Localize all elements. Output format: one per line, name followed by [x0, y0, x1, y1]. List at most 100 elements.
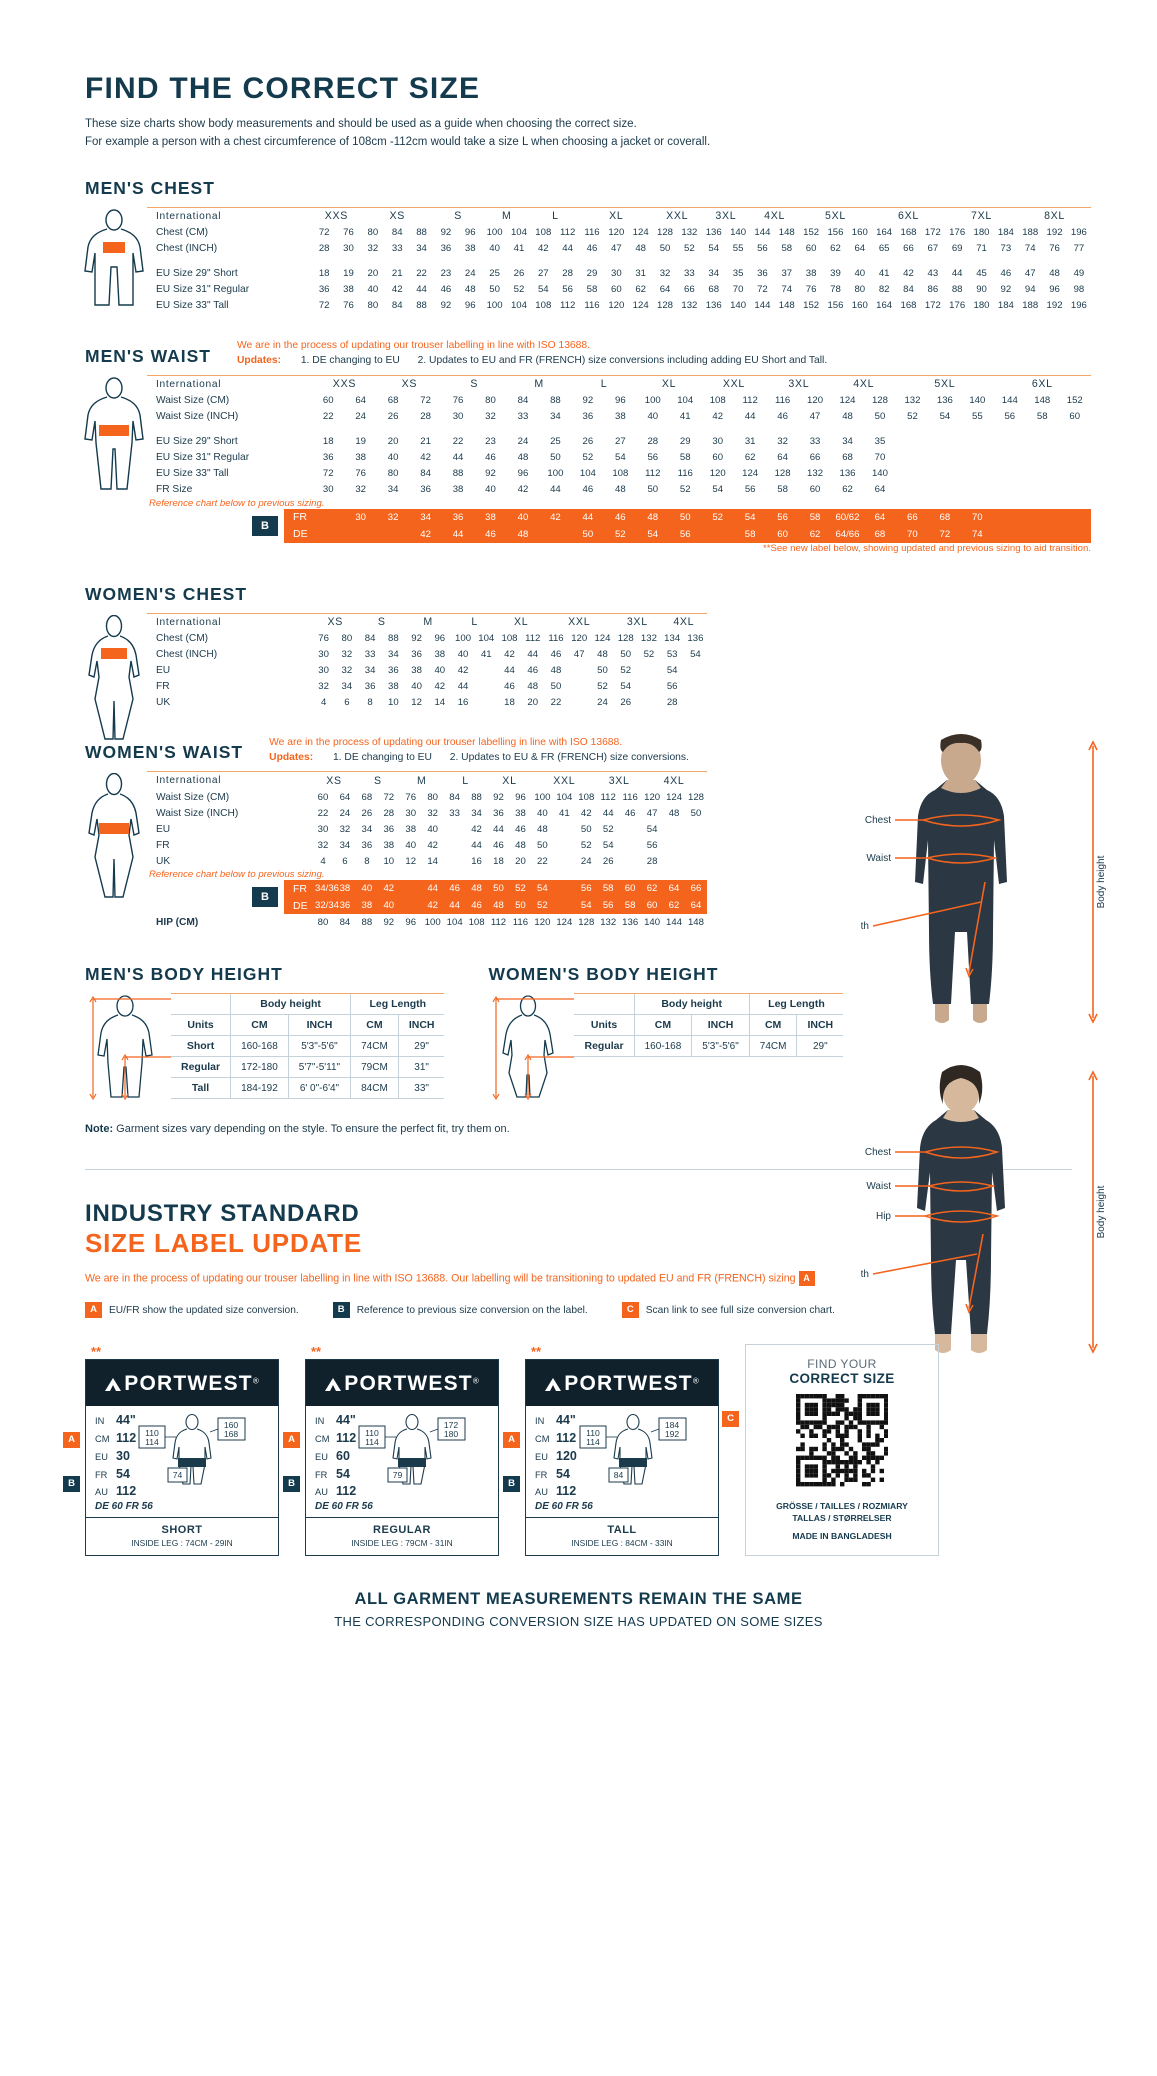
cell: 25	[489, 268, 500, 280]
orange-cell: 68	[863, 525, 897, 543]
cell: 20	[527, 697, 539, 708]
col-header: XL	[497, 612, 545, 631]
cell: 56	[562, 284, 573, 296]
cell: 104	[478, 633, 495, 644]
orange-cell: 44	[443, 897, 466, 915]
cell: 55	[972, 411, 983, 422]
cell: 66	[809, 452, 821, 463]
cell: 76	[355, 468, 367, 479]
cell: 32	[777, 436, 788, 447]
cell: 64	[339, 791, 351, 803]
cell: 148	[778, 227, 795, 239]
portwest-logo-icon	[545, 1378, 562, 1392]
cell: 144	[754, 300, 771, 312]
cell: 196	[1070, 227, 1087, 239]
cell: 50	[489, 284, 500, 296]
mens-body-height-table: Body height Leg Length Units CM INCH CM INCH Sh…	[171, 993, 445, 1100]
cell: 124	[742, 468, 759, 479]
cell: 132	[600, 916, 617, 928]
orange-cell: 38	[474, 508, 507, 526]
orange-cell: 44	[441, 525, 475, 543]
cell: 124	[632, 300, 649, 312]
cell: 36	[318, 284, 330, 296]
row-label: Waist Size (INCH)	[156, 807, 239, 819]
cell: 68	[842, 452, 853, 463]
cell: 56	[647, 452, 659, 463]
label-code-row: IN 44"	[315, 1412, 356, 1430]
qr-code-icon[interactable]	[795, 1394, 889, 1487]
orange-cell: 74	[961, 525, 994, 543]
label-code-key: IN	[535, 1416, 545, 1427]
male-leg-length-label: Leg Length	[861, 921, 869, 932]
qr-code-wrap[interactable]	[795, 1394, 889, 1491]
cell	[663, 821, 685, 837]
cell	[1026, 482, 1058, 498]
label-inseam: 74	[173, 1470, 183, 1480]
cell	[637, 679, 660, 695]
orange-cell	[399, 880, 422, 898]
cell: 120	[807, 395, 824, 406]
cell: 80	[387, 468, 399, 479]
garment-note: Note: Garment sizes vary depending on th…	[85, 1123, 1157, 1135]
bh-height-cm: 160-168	[230, 1035, 289, 1058]
cell: 40	[537, 807, 548, 819]
label-leg-bottom: 168	[224, 1429, 239, 1439]
label-code-row: AU 112	[535, 1483, 577, 1501]
cell	[1026, 466, 1058, 482]
cell: 152	[803, 227, 820, 239]
bh-sub-header: CM	[748, 1014, 797, 1037]
badge-b-label: B	[283, 1476, 300, 1493]
table-row: EU Size 31" Regular 36 38 40 42 44 46 48 50 52 54 5…	[147, 450, 1091, 466]
cell: 32	[318, 681, 329, 692]
cell: 22	[317, 807, 329, 819]
cell: 33	[684, 268, 695, 280]
col-header: 4XL	[750, 206, 799, 225]
cell: 24	[339, 807, 351, 819]
cell: 32	[341, 665, 353, 676]
body-height-section: MEN'S BODY HEIGHT Body height Leg Length U…	[85, 964, 1157, 1101]
cell: 32	[355, 484, 367, 495]
cell: 168	[900, 227, 917, 239]
col-header: L	[443, 771, 488, 790]
cell: 76	[318, 633, 329, 644]
table-row: EU Size 33" Tall 72 76 80 84 88 92 96 100 104 108 1…	[147, 298, 1091, 314]
reference-note: Reference chart below to previous sizing…	[149, 869, 325, 881]
bh-group-leg-length: Leg Length	[350, 993, 445, 1016]
cell	[961, 434, 993, 450]
cell: 30	[322, 484, 334, 495]
label-leg-top: 184	[665, 1420, 680, 1430]
orange-row: FR 34/36 38 40 42 44 46 48 50 52 54 56 58 60 62 64 66	[284, 880, 707, 898]
cell	[961, 482, 993, 498]
row-label: Chest (CM)	[156, 633, 209, 644]
bh-sub-header: INCH	[691, 1014, 750, 1037]
bh-row: Tall 184-192 6' 0"-6'4" 84CM 33"	[171, 1077, 445, 1100]
cell: 26	[620, 697, 632, 708]
cell: 41	[480, 649, 492, 660]
label-code-value: 44"	[116, 1413, 136, 1428]
cell: 160	[851, 300, 868, 312]
cell	[568, 663, 591, 679]
qr-card: C FIND YOUR CORRECT SIZE GRÖSSE / TAILLES /…	[722, 1344, 939, 1557]
cell: 80	[485, 395, 496, 406]
cell: 4	[320, 855, 326, 867]
cell: 124	[839, 395, 856, 406]
legend-text: EU/FR show the updated size conversion.	[109, 1304, 299, 1316]
cell: 54	[939, 411, 951, 422]
male-model-illustration-icon: Chest Waist Leg Length Body height	[819, 734, 1107, 1024]
cell: 52	[513, 284, 525, 296]
row-label: EU Size 33" Tall	[156, 300, 229, 312]
cell: 38	[383, 839, 395, 851]
cell: 46	[624, 807, 636, 819]
cell: 116	[512, 916, 529, 928]
mens-chest-section: MEN'S CHEST International XXS XS S M L XL XXL 3X…	[84, 178, 1157, 314]
bh-leg-inch: 33"	[397, 1077, 445, 1100]
cell: 54	[666, 665, 678, 676]
cell: 8	[367, 697, 373, 708]
cell: 53	[666, 649, 678, 660]
label-fit: REGULAR	[373, 1524, 431, 1537]
cell: 72	[318, 300, 330, 312]
label-code-value: 44"	[336, 1413, 356, 1428]
cell: 10	[383, 855, 395, 867]
cell: 31	[744, 436, 756, 447]
col-header: XL	[579, 206, 653, 225]
